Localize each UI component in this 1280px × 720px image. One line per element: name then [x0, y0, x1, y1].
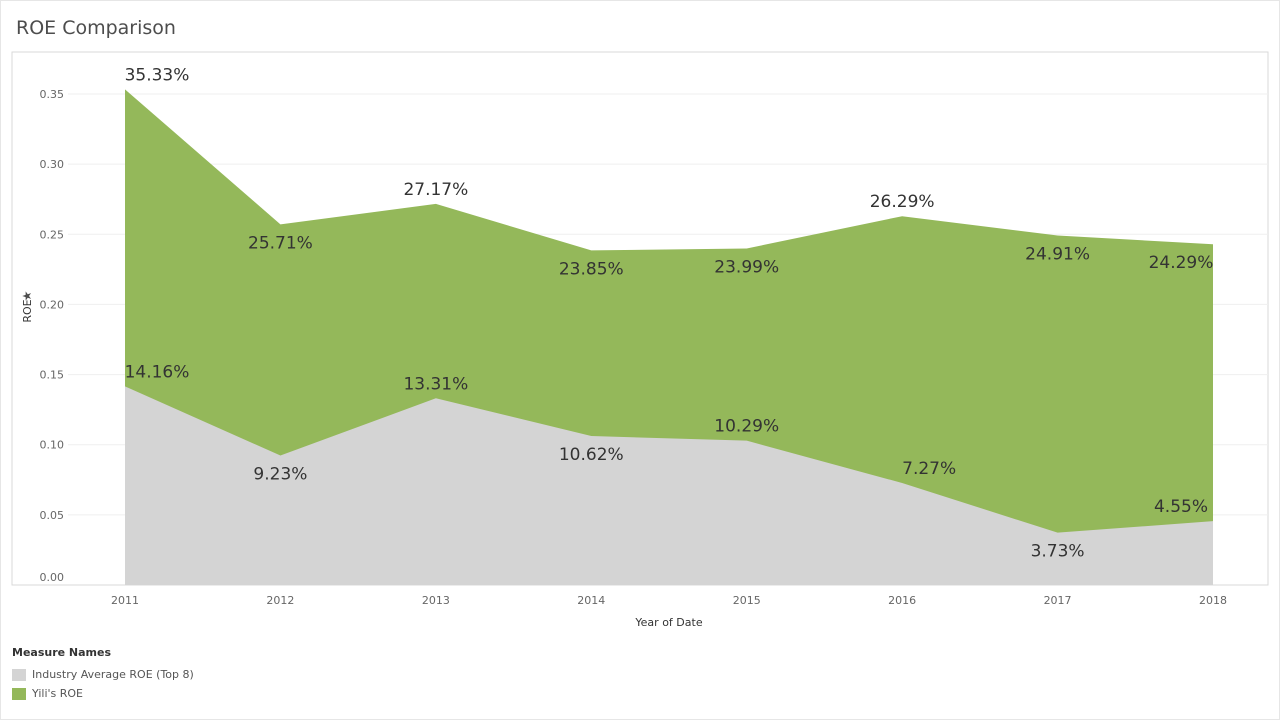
legend-swatch-industry: [12, 668, 26, 681]
x-tick-label: 2018: [1199, 594, 1227, 607]
chart-title: ROE Comparison: [16, 17, 176, 39]
y-tick-label: 0.00: [40, 571, 65, 584]
x-tick-label: 2013: [422, 594, 450, 607]
y-tick-label: 0.05: [40, 509, 65, 522]
legend: Measure Names Industry Average ROE (Top …: [12, 646, 194, 703]
yili-data-label: 35.33%: [125, 65, 190, 85]
yili-data-label: 26.29%: [870, 192, 935, 212]
y-tick-label: 0.15: [40, 369, 65, 382]
x-axis-label: Year of Date: [634, 616, 702, 629]
legend-item-industry[interactable]: Industry Average ROE (Top 8): [12, 665, 194, 684]
yili-data-label: 27.17%: [403, 180, 468, 200]
legend-title: Measure Names: [12, 646, 112, 659]
legend-swatch-yili: [12, 687, 26, 700]
legend-label-yili: Yili's ROE: [32, 687, 83, 700]
y-axis-label: ROE: [21, 299, 34, 322]
x-tick-label: 2015: [733, 594, 761, 607]
industry-data-label: 14.16%: [125, 362, 190, 382]
yili-data-label: 23.99%: [714, 257, 779, 277]
industry-data-label: 9.23%: [253, 465, 307, 485]
yili-data-label: 23.85%: [559, 259, 624, 279]
x-tick-label: 2011: [111, 594, 139, 607]
y-tick-label: 0.30: [40, 158, 65, 171]
yili-data-label: 24.91%: [1025, 245, 1090, 265]
x-tick-label: 2014: [577, 594, 605, 607]
industry-data-label: 3.73%: [1031, 542, 1085, 562]
y-tick-label: 0.20: [40, 298, 65, 311]
y-tick-label: 0.35: [40, 88, 65, 101]
roe-area-chart: 0.00 0.05 0.10 0.15 0.20 0.25 0.30 0.35 ROE★ 35.3…: [11, 51, 1269, 629]
industry-data-label: 13.31%: [403, 374, 468, 394]
industry-data-label: 10.62%: [559, 445, 624, 465]
y-tick-label: 0.10: [40, 439, 65, 452]
yili-data-label: 25.71%: [248, 233, 313, 253]
industry-data-label: 7.27%: [902, 459, 956, 479]
legend-item-yili[interactable]: Yili's ROE: [12, 684, 194, 703]
x-tick-label: 2017: [1044, 594, 1072, 607]
yili-data-label: 24.29%: [1149, 253, 1214, 273]
x-tick-label: 2016: [888, 594, 916, 607]
y-tick-label: 0.25: [40, 228, 65, 241]
industry-data-label: 4.55%: [1154, 497, 1208, 517]
legend-label-industry: Industry Average ROE (Top 8): [32, 668, 194, 681]
area-industry-roe: [125, 386, 1213, 585]
industry-data-label: 10.29%: [714, 417, 779, 437]
pin-icon: ★: [20, 291, 34, 302]
x-tick-label: 2012: [266, 594, 294, 607]
